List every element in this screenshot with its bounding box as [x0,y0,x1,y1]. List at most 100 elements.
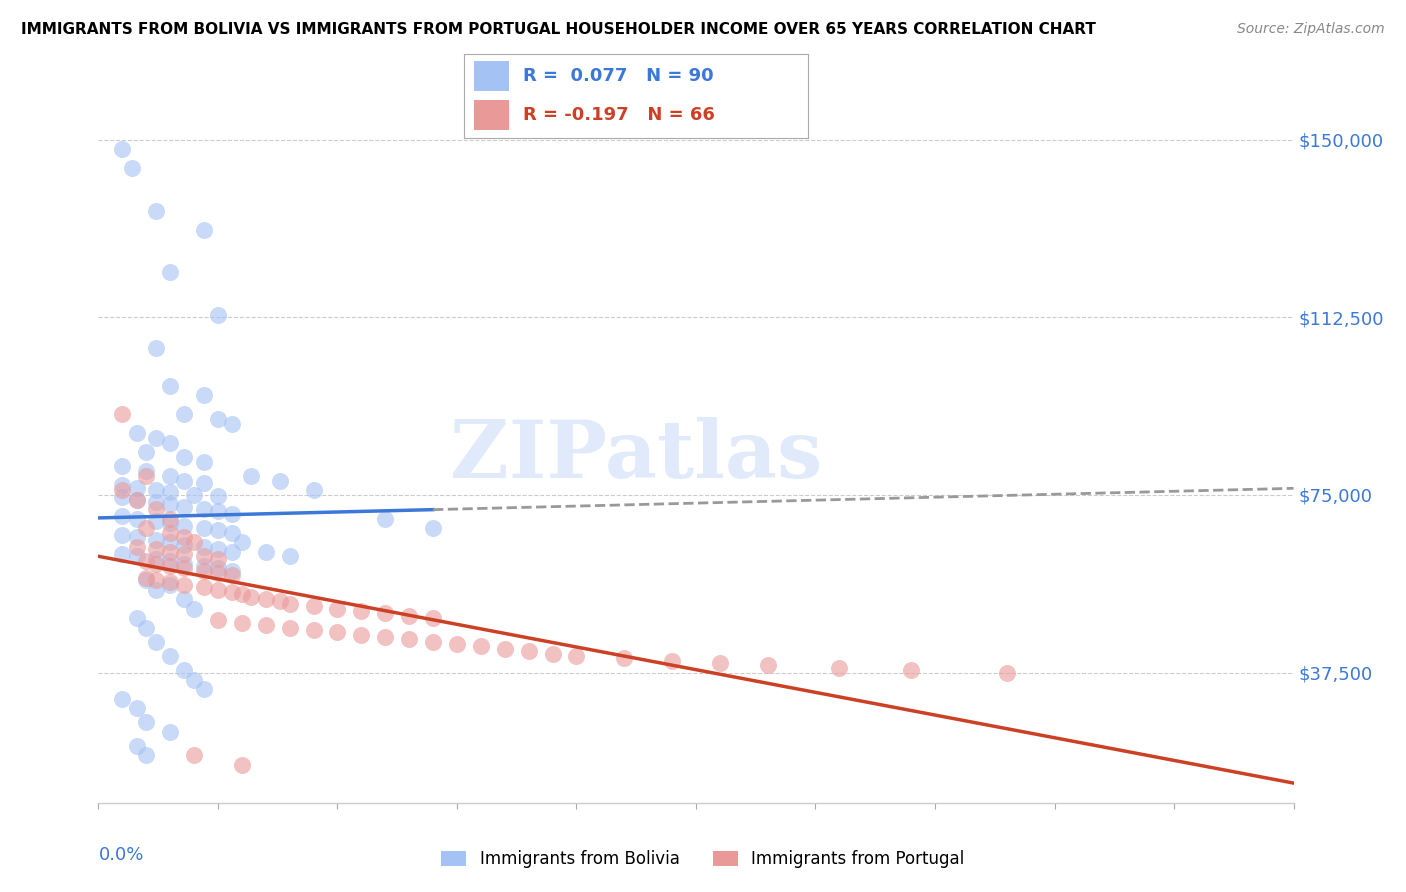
Point [231,587,253,601]
Point [326,601,349,615]
Point [159,558,181,573]
Text: 0.0%: 0.0% [98,847,143,864]
Point [135,554,157,568]
Point [173,578,195,592]
Point [159,469,181,483]
Point [111,407,134,421]
Point [302,599,325,614]
Point [125,540,148,554]
Point [207,542,229,557]
Point [422,611,444,625]
Point [221,417,243,431]
Point [207,308,229,322]
Point [240,469,263,483]
Point [145,557,167,571]
Point [398,608,420,623]
Point [159,544,181,558]
Point [135,445,157,459]
Point [173,557,195,571]
Point [278,549,301,564]
Point [207,566,229,580]
Point [278,597,301,611]
Point [125,492,148,507]
Point [231,758,253,772]
Point [350,604,373,618]
Point [159,379,181,393]
Point [193,475,215,490]
Point [121,161,143,175]
Point [125,481,148,495]
Point [111,490,134,504]
Point [145,634,167,648]
Point [135,573,157,587]
Point [145,582,167,597]
Point [661,654,683,668]
Point [111,547,134,561]
Bar [474,62,509,91]
Point [145,483,167,497]
Point [541,647,564,661]
Point [302,623,325,637]
Point [240,590,263,604]
Point [125,531,148,545]
Point [145,495,167,509]
Point [193,222,215,236]
Point [145,341,167,355]
Point [494,641,516,656]
Point [193,580,215,594]
Point [125,511,148,525]
Point [193,549,215,564]
Point [173,407,195,421]
Point [221,585,243,599]
Point [613,651,636,665]
Point [302,483,325,497]
Point [111,478,134,492]
Point [173,450,195,464]
Point [350,627,373,641]
Point [135,521,157,535]
Point [145,573,167,587]
Point [221,507,243,521]
Point [159,648,181,663]
Point [231,535,253,549]
Point [207,412,229,426]
Point [135,469,157,483]
Point [374,511,396,525]
Point [125,739,148,753]
Text: R = -0.197   N = 66: R = -0.197 N = 66 [523,105,714,123]
Point [135,715,157,730]
Point [159,578,181,592]
Point [135,464,157,478]
Point [828,661,851,675]
Point [125,611,148,625]
Point [145,431,167,445]
Point [254,618,277,632]
Point [221,568,243,582]
Point [111,483,134,497]
Point [111,528,134,542]
Point [159,575,181,590]
Point [111,142,134,156]
Bar [474,100,509,130]
Point [135,571,157,585]
Point [173,561,195,575]
Point [159,265,181,279]
Point [193,455,215,469]
Legend: Immigrants from Bolivia, Immigrants from Portugal: Immigrants from Bolivia, Immigrants from… [434,844,972,875]
Point [183,748,205,763]
Point [135,748,157,763]
Point [145,533,167,547]
Point [221,544,243,558]
Point [183,673,205,687]
Point [269,594,291,608]
Point [159,724,181,739]
Point [159,511,181,525]
Point [207,614,229,628]
Point [159,525,181,540]
Point [756,658,779,673]
Text: ZIPatlas: ZIPatlas [450,417,823,495]
Point [173,663,195,677]
Point [207,524,229,538]
Point [207,561,229,575]
Point [900,663,922,677]
